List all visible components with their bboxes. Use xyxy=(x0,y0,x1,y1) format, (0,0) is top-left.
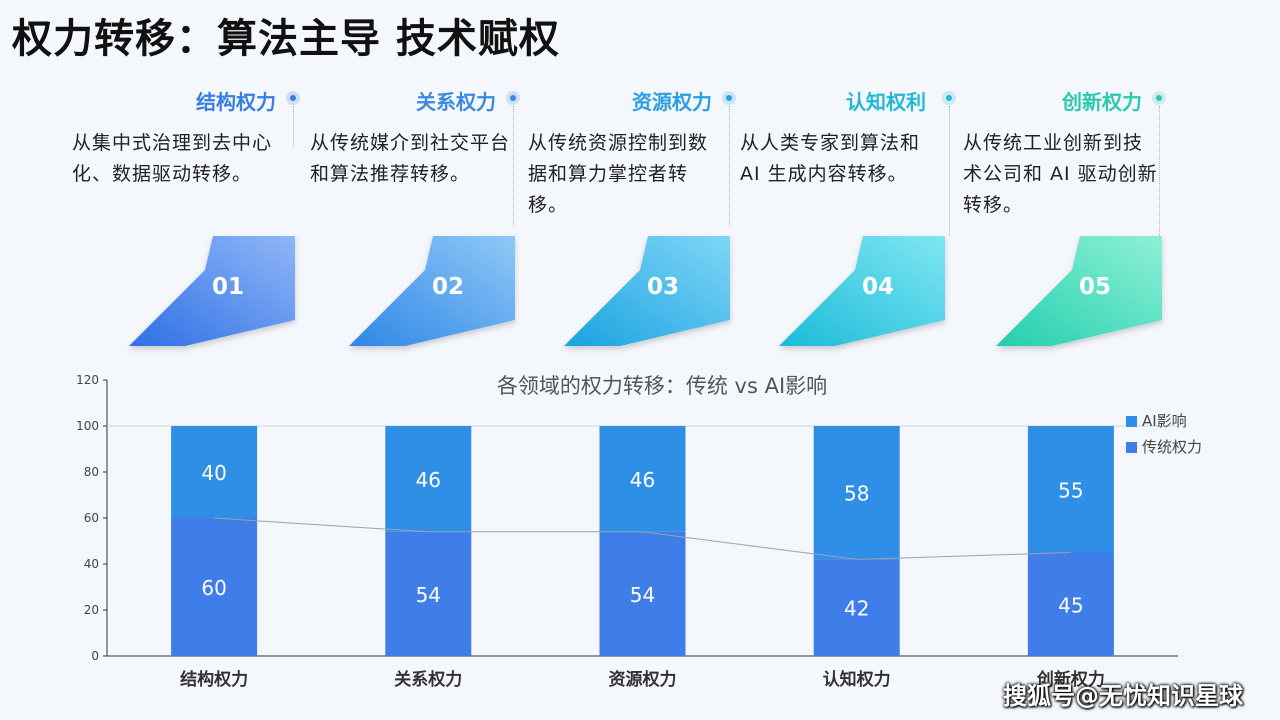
bar-ai xyxy=(385,426,472,532)
step-connector xyxy=(513,106,514,226)
up-right-arrow-icon xyxy=(349,236,515,346)
bar-value-label: 45 xyxy=(1058,593,1083,617)
chart-title: 各领域的权力转移：传统 vs AI影响 xyxy=(497,374,827,398)
x-tick-label: 认知权力 xyxy=(823,669,891,690)
y-tick-label: 60 xyxy=(84,511,99,525)
watermark: 搜狐号@无忧知识星球 xyxy=(1003,682,1243,710)
bar-ai xyxy=(599,426,686,532)
bar-traditional xyxy=(813,559,900,656)
bar-value-label: 46 xyxy=(416,468,441,492)
bar-traditional xyxy=(385,531,472,656)
step-dot-icon xyxy=(286,91,300,105)
y-tick-label: 80 xyxy=(84,465,99,479)
bar-value-label: 54 xyxy=(630,583,655,607)
step-description: 从传统媒介到社交平台和算法推荐转移。 xyxy=(310,132,511,185)
step-arrow: 05 xyxy=(992,228,1167,358)
y-tick-label: 20 xyxy=(84,603,99,617)
x-tick-label: 资源权力 xyxy=(609,669,677,690)
bar-traditional xyxy=(171,518,258,656)
step-number: 02 xyxy=(431,274,464,300)
step-description: 从集中式治理到去中心化、数据驱动转移。 xyxy=(72,132,273,185)
up-right-arrow-icon xyxy=(564,236,730,346)
step-arrow: 03 xyxy=(560,228,735,358)
power-shift-chart: 各领域的权力转移：传统 vs AI影响 0 20 40 60 80 100 120 60 40 结构… xyxy=(76,373,1202,690)
step-connector xyxy=(1159,106,1160,262)
step-connector xyxy=(949,106,950,236)
step-dot-icon xyxy=(506,91,520,105)
legend-label: AI影响 xyxy=(1142,412,1187,430)
bar-traditional xyxy=(1027,552,1114,656)
step-label: 资源权力 xyxy=(632,90,712,114)
y-tick-label: 0 xyxy=(91,649,99,663)
legend-swatch xyxy=(1126,442,1137,453)
y-tick-label: 100 xyxy=(76,419,99,433)
step-connector xyxy=(293,106,294,146)
x-tick-label: 关系权力 xyxy=(394,669,462,690)
step-dot-icon xyxy=(942,91,956,105)
bar-value-label: 54 xyxy=(416,583,441,607)
step-connector xyxy=(729,106,730,226)
bar-ai xyxy=(1027,426,1114,553)
step-label: 创新权力 xyxy=(1062,90,1142,114)
up-right-arrow-icon xyxy=(129,236,295,346)
bar-traditional xyxy=(599,531,686,656)
bar-value-label: 40 xyxy=(201,461,226,485)
step-dot-icon xyxy=(722,91,736,105)
step-arrow: 02 xyxy=(345,228,520,358)
step-number: 03 xyxy=(646,274,679,300)
step-number: 05 xyxy=(1078,274,1111,300)
step-description: 从传统资源控制到数据和算力掌控者转移。 xyxy=(528,132,709,216)
bar-value-label: 60 xyxy=(201,576,226,600)
step-description: 从传统工业创新到技术公司和 AI 驱动创新转移。 xyxy=(963,132,1158,216)
step-number: 01 xyxy=(211,274,244,300)
step-label: 关系权力 xyxy=(416,90,496,114)
step-label: 结构权力 xyxy=(196,90,276,114)
step-description: 从人类专家到算法和 AI 生成内容转移。 xyxy=(740,132,921,185)
y-tick-label: 120 xyxy=(76,373,99,387)
step-dot-icon xyxy=(1152,91,1166,105)
legend-label: 传统权力 xyxy=(1142,438,1202,456)
y-tick-label: 40 xyxy=(84,557,99,571)
bar-value-label: 42 xyxy=(844,597,869,621)
bar-value-label: 46 xyxy=(630,468,655,492)
step-number: 04 xyxy=(861,274,894,300)
x-tick-label: 创新权力 xyxy=(1036,669,1105,690)
step-arrow: 04 xyxy=(775,228,950,358)
step-label: 认知权利 xyxy=(846,90,926,114)
x-tick-label: 结构权力 xyxy=(180,669,248,690)
bar-ai xyxy=(813,426,900,560)
page-title: 权力转移：算法主导 技术赋权 xyxy=(12,16,560,62)
legend-swatch xyxy=(1126,416,1137,427)
bar-ai xyxy=(171,426,258,518)
step-arrow: 01 xyxy=(125,228,300,358)
trend-line xyxy=(214,517,1071,560)
bar-value-label: 55 xyxy=(1058,478,1083,502)
up-right-arrow-icon xyxy=(779,236,945,346)
up-right-arrow-icon xyxy=(996,236,1162,346)
bar-value-label: 58 xyxy=(844,482,869,506)
